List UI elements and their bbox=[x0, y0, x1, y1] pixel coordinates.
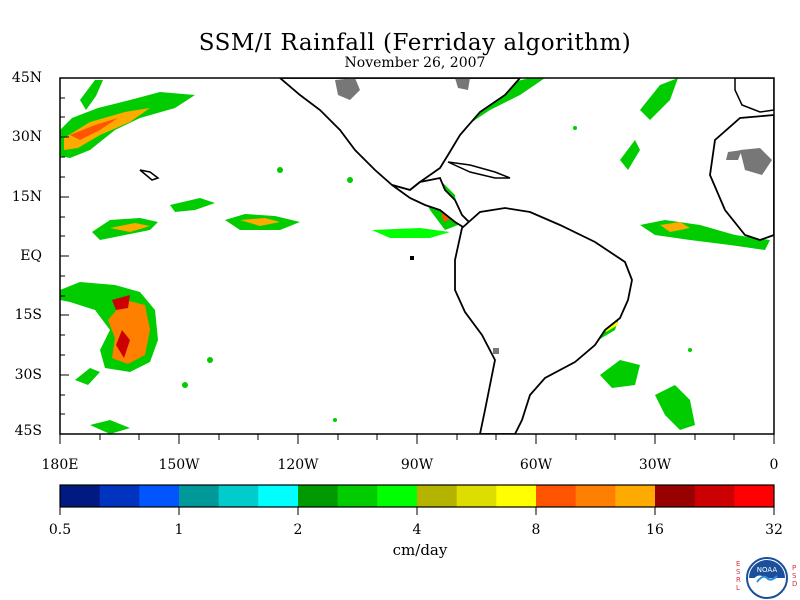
noaa-emblem-text: NOAA bbox=[757, 566, 778, 574]
colorbar-swatch bbox=[298, 485, 339, 507]
logo-letter: D bbox=[792, 580, 798, 588]
colorbar-swatch bbox=[417, 485, 458, 507]
lat-label-15s: 15S bbox=[14, 307, 42, 323]
colorbar-units: cm/day bbox=[392, 541, 448, 559]
colorbar-swatch bbox=[218, 485, 259, 507]
lon-label-90w: 90W bbox=[400, 457, 434, 473]
lon-label-0: 0 bbox=[769, 457, 779, 473]
lat-label-15n: 15N bbox=[11, 189, 42, 205]
colorbar bbox=[59, 484, 775, 515]
lon-label-120w: 120W bbox=[277, 457, 319, 473]
colorbar-label-2: 2 bbox=[293, 522, 303, 538]
colorbar-swatch bbox=[456, 485, 497, 507]
colorbar-label-32: 32 bbox=[765, 522, 783, 538]
logo-letter: R bbox=[736, 576, 741, 584]
logo-right-letters: P S D bbox=[792, 564, 797, 588]
colorbar-swatch bbox=[734, 485, 775, 507]
colorbar-swatch bbox=[694, 485, 735, 507]
land-areas bbox=[139, 78, 774, 434]
lon-label-180e: 180E bbox=[41, 457, 79, 473]
colorbar-label-0-5: 0.5 bbox=[48, 522, 72, 538]
colorbar-swatch bbox=[615, 485, 656, 507]
colorbar-swatch bbox=[179, 485, 220, 507]
colorbar-swatch bbox=[496, 485, 537, 507]
lat-label-45n: 45N bbox=[11, 70, 42, 86]
logo-letter: L bbox=[736, 584, 740, 592]
lon-label-60w: 60W bbox=[519, 457, 553, 473]
lat-label-eq: EQ bbox=[20, 248, 42, 264]
colorbar-label-1: 1 bbox=[174, 522, 184, 538]
colorbar-swatch bbox=[655, 485, 696, 507]
logo-letter: S bbox=[792, 572, 797, 580]
colorbar-swatch bbox=[139, 485, 180, 507]
lat-label-45s: 45S bbox=[14, 423, 42, 439]
noaa-emblem-icon: NOAA bbox=[746, 557, 788, 599]
colorbar-swatch bbox=[60, 485, 101, 507]
colorbar-swatch bbox=[258, 485, 299, 507]
colorbar-label-8: 8 bbox=[531, 522, 541, 538]
colorbar-swatch bbox=[377, 485, 418, 507]
logo-left-letters: E S R L bbox=[736, 560, 741, 592]
logo-letter: P bbox=[792, 564, 797, 572]
map-title: SSM/I Rainfall (Ferriday algorithm) bbox=[198, 30, 632, 56]
colorbar-label-4: 4 bbox=[412, 522, 422, 538]
logo-letter: S bbox=[736, 568, 741, 576]
colorbar-swatch bbox=[536, 485, 577, 507]
colorbar-label-16: 16 bbox=[646, 522, 664, 538]
lat-label-30n: 30N bbox=[11, 129, 42, 145]
colorbar-swatch bbox=[99, 485, 140, 507]
noaa-esrl-psd-logo: E S R L NOAA P S D bbox=[734, 556, 800, 600]
map-date: November 26, 2007 bbox=[344, 55, 486, 71]
colorbar-swatch bbox=[575, 485, 616, 507]
logo-letter: E bbox=[736, 560, 741, 568]
axis-ticks bbox=[59, 77, 775, 444]
lon-label-30w: 30W bbox=[638, 457, 672, 473]
lat-label-30s: 30S bbox=[14, 367, 42, 383]
lon-label-150w: 150W bbox=[158, 457, 200, 473]
colorbar-swatch bbox=[337, 485, 378, 507]
